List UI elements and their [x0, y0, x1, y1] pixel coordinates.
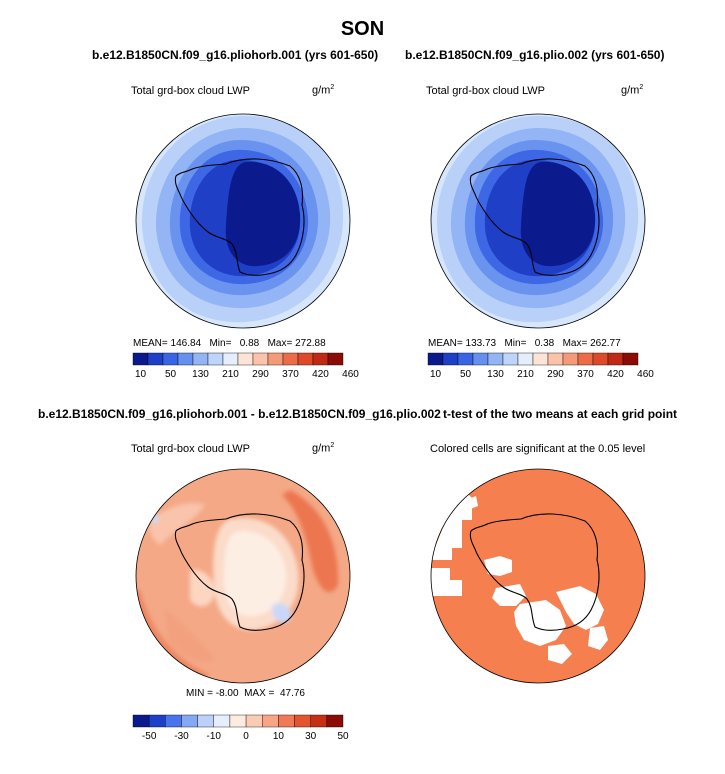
panel-1-colorbar-label: 370	[282, 369, 299, 380]
panel-3-colorbar-label: 50	[337, 731, 349, 742]
panel-3-colorbar-swatch-9	[278, 714, 295, 728]
panel-2-title: b.e12.B1850CN.f09_g16.plio.002 (yrs 601-…	[405, 48, 665, 62]
panel-3-stats: MIN = -8.00 MAX = 47.76	[186, 688, 305, 699]
panel-2-colorbar-swatch-9	[562, 352, 579, 366]
panel-4-map	[430, 468, 646, 684]
panel-2-colorbar: 10 50 130 210 290 370 420 460	[427, 352, 654, 380]
panel-1-colorbar-swatch-9	[267, 352, 284, 366]
panel-2-colorbar-swatch-8	[547, 352, 564, 366]
panel-2-colorbar-label: 50	[460, 369, 472, 380]
panel-1-colorbar-swatch-2	[162, 352, 179, 366]
panel-3-colorbar: -50 -30 -10 0 10 30 50	[132, 714, 349, 742]
panel-3-colorbar-swatch-1	[148, 714, 166, 728]
panel-2-colorbar-swatch-13	[622, 352, 639, 366]
panel-1-colorbar-swatch-5	[207, 352, 224, 366]
panel-2-colorbar-swatch-3	[472, 352, 489, 366]
panel-1-map	[135, 113, 351, 329]
panel-1-variable: Total grd-box cloud LWP	[131, 85, 251, 97]
panel-3-colorbar-swatch-11	[310, 714, 328, 728]
panel-3-colorbar-label: -50	[142, 731, 157, 742]
panel-2-colorbar-label: 290	[547, 369, 564, 380]
panel-3-colorbar-label: -10	[207, 731, 222, 742]
panel-2-colorbar-swatch-0	[427, 352, 444, 366]
panel-3-colorbar-label: -30	[174, 731, 189, 742]
panel-2-stats: MEAN= 133.73 Min= 0.38 Max= 262.77	[428, 338, 621, 349]
figure-title: SON	[340, 18, 385, 40]
panel-3-colorbar-swatch-6	[229, 714, 247, 728]
panel-3-colorbar-swatch-2	[165, 714, 182, 728]
panel-1-colorbar-label: 420	[312, 369, 329, 380]
panel-2-units: g/m2	[621, 84, 644, 97]
panel-2-colorbar-swatch-4	[487, 352, 504, 366]
panel-2-colorbar-label: 10	[430, 369, 442, 380]
panel-2-colorbar-label: 370	[577, 369, 594, 380]
panel-4-title: t-test of the two means at each grid poi…	[443, 407, 678, 421]
panel-4-variable: Colored cells are significant at the 0.0…	[430, 443, 646, 455]
panel-1-colorbar-swatch-1	[147, 352, 164, 366]
panel-3-colorbar-swatch-0	[132, 714, 150, 728]
panel-3-colorbar-swatch-12	[326, 714, 344, 728]
panel-2-colorbar-swatch-11	[592, 352, 609, 366]
panel-1-units: g/m2	[312, 84, 335, 97]
panel-1-colorbar-swatch-3	[177, 352, 194, 366]
panel-3-colorbar-swatch-4	[197, 714, 214, 728]
panel-3-colorbar-swatch-8	[262, 714, 279, 728]
panel-1-colorbar-label: 210	[222, 369, 239, 380]
panel-3-colorbar-label: 10	[273, 731, 285, 742]
panel-2-colorbar-swatch-12	[607, 352, 624, 366]
panel-2-map	[430, 113, 646, 329]
panel-1-colorbar-swatch-6	[222, 352, 239, 366]
panel-2-colorbar-swatch-1	[442, 352, 459, 366]
panel-3-variable: Total grd-box cloud LWP	[131, 443, 251, 455]
panel-3-colorbar-swatch-3	[181, 714, 198, 728]
panel-1-colorbar-label: 50	[165, 369, 177, 380]
panel-2-colorbar-swatch-10	[577, 352, 594, 366]
panel-2-colorbar-swatch-6	[517, 352, 534, 366]
panel-1-colorbar-label: 10	[135, 369, 147, 380]
panel-2-colorbar-swatch-7	[532, 352, 549, 366]
panel-2-variable: Total grd-box cloud LWP	[426, 85, 546, 97]
panel-1-colorbar-swatch-13	[327, 352, 344, 366]
panel-3-colorbar-swatch-5	[213, 714, 231, 728]
panel-1-colorbar-label: 290	[252, 369, 269, 380]
panel-1-colorbar: 10 50 130 210 290 370 420 460	[132, 352, 359, 380]
panel-1-title: b.e12.B1850CN.f09_g16.pliohorb.001 (yrs …	[92, 48, 379, 62]
panel-1-colorbar-swatch-10	[282, 352, 299, 366]
panel-2-colorbar-label: 460	[637, 369, 654, 380]
panel-2-colorbar-swatch-2	[457, 352, 474, 366]
panel-1-colorbar-swatch-0	[132, 352, 149, 366]
panel-2-colorbar-label: 210	[517, 369, 534, 380]
panel-1-colorbar-swatch-12	[312, 352, 329, 366]
panel-1-colorbar-swatch-8	[252, 352, 269, 366]
panel-1-colorbar-label: 460	[342, 369, 359, 380]
panel-3-colorbar-swatch-7	[245, 714, 263, 728]
panel-3-map	[135, 468, 351, 684]
panel-2-colorbar-swatch-5	[502, 352, 519, 366]
panel-2-colorbar-label: 130	[487, 369, 504, 380]
panel-1-stats: MEAN= 146.84 Min= 0.88 Max= 272.88	[133, 338, 326, 349]
panel-1-colorbar-swatch-11	[297, 352, 314, 366]
panel-3-colorbar-label: 30	[305, 731, 317, 742]
panel-1-colorbar-swatch-7	[237, 352, 254, 366]
panel-2-colorbar-label: 420	[607, 369, 624, 380]
panel-1-colorbar-swatch-4	[192, 352, 209, 366]
panel-3-units: g/m2	[312, 442, 335, 455]
panel-3-colorbar-label: 0	[243, 731, 249, 742]
panel-3-title: b.e12.B1850CN.f09_g16.pliohorb.001 - b.e…	[38, 407, 441, 421]
panel-1-colorbar-label: 130	[192, 369, 209, 380]
panel-3-colorbar-swatch-10	[294, 714, 311, 728]
